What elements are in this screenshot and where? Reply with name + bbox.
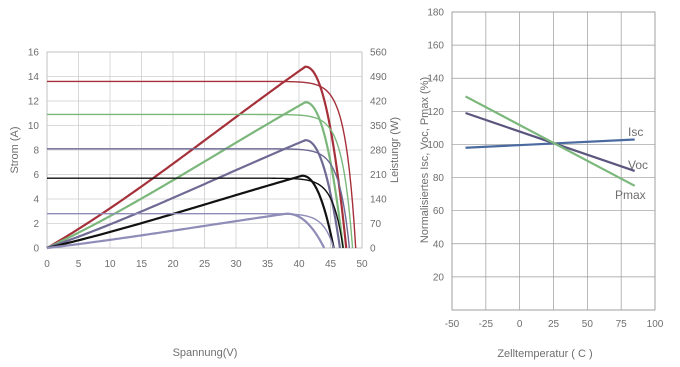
pv-curve-2 (46, 101, 345, 249)
y-tick-label: 10 (28, 121, 40, 132)
y2-axis-label: Leistungr (W) (389, 117, 401, 183)
x-tick-label: 5 (76, 259, 82, 270)
x-tick-label: 25 (548, 319, 560, 330)
x-tick-label: 100 (647, 319, 664, 330)
x-tick-label: 15 (136, 259, 148, 270)
y-axis-label: Normalisiertes Isc, Voc, Pmax (%) (419, 77, 431, 243)
series-line-pmax (465, 95, 636, 187)
x-tick-label: 50 (582, 319, 594, 330)
y2-tick-label: 210 (370, 170, 387, 181)
y2-tick-label: 490 (370, 72, 387, 83)
y-tick-label: 180 (427, 8, 444, 19)
pv-curve-1 (46, 65, 348, 249)
iv-curve-3 (47, 148, 351, 249)
x-tick-label: 0 (44, 259, 50, 270)
x-tick-label: 0 (517, 319, 523, 330)
y2-tick-label: 0 (370, 244, 376, 255)
y-tick-label: 60 (433, 206, 445, 217)
y2-tick-label: 350 (370, 121, 387, 132)
x-tick-label: 75 (616, 319, 628, 330)
y-tick-label: 160 (427, 41, 444, 52)
y2-tick-label: 280 (370, 146, 387, 157)
y-tick-label: 140 (427, 74, 444, 85)
x-tick-label: 40 (293, 259, 305, 270)
y-tick-label: 16 (28, 48, 40, 59)
y2-tick-label: 420 (370, 97, 387, 108)
y-tick-label: 4 (33, 195, 39, 206)
x-axis-label: Spannung(V) (173, 347, 238, 359)
x-tick-label: 20 (167, 259, 179, 270)
y-tick-label: 6 (33, 170, 39, 181)
pv-curve-4 (46, 174, 335, 250)
x-axis-label: Zelltemperatur ( C ) (497, 348, 592, 360)
y2-tick-label: 140 (370, 195, 387, 206)
series-label-isc: Isc (628, 125, 643, 139)
series-label-pmax: Pmax (615, 188, 646, 202)
x-tick-label: -25 (479, 319, 494, 330)
y-tick-label: 0 (33, 244, 39, 255)
y-tick-label: 8 (33, 146, 39, 157)
y2-tick-label: 560 (370, 48, 387, 59)
y-tick-label: 100 (427, 140, 444, 151)
temperature-chart: -50 -25 0 25 50 75 100 20 40 60 80 100 120 140 160 180 Z… (419, 8, 664, 361)
pv-curve-5 (46, 212, 326, 250)
x-tick-label: 25 (199, 259, 211, 270)
y-tick-label: 20 (433, 272, 445, 283)
plot-frame (46, 51, 363, 249)
y-axis-label: Strom (A) (9, 126, 21, 173)
iv-chart: 0 5 10 15 20 25 30 35 40 45 5002468101214160701402… (9, 48, 401, 360)
pv-curve-3 (46, 139, 342, 250)
x-tick-label: -50 (445, 319, 460, 330)
y-tick-label: 40 (433, 239, 445, 250)
x-tick-label: 45 (325, 259, 337, 270)
x-tick-label: 35 (262, 259, 274, 270)
x-tick-label: 10 (104, 259, 116, 270)
x-tick-label: 50 (356, 259, 368, 270)
y-tick-label: 2 (33, 219, 39, 230)
y-tick-label: 120 (427, 107, 444, 118)
series-label-voc: Voc (628, 158, 648, 172)
y-tick-label: 80 (433, 173, 445, 184)
y2-tick-label: 70 (370, 219, 382, 230)
series-line-isc (465, 138, 635, 149)
iv-curve-2 (47, 113, 354, 249)
iv-curve-1 (47, 80, 357, 249)
plot-frame (451, 11, 656, 311)
y-tick-label: 12 (28, 97, 40, 108)
x-tick-label: 30 (230, 259, 242, 270)
y-tick-label: 14 (28, 72, 40, 83)
